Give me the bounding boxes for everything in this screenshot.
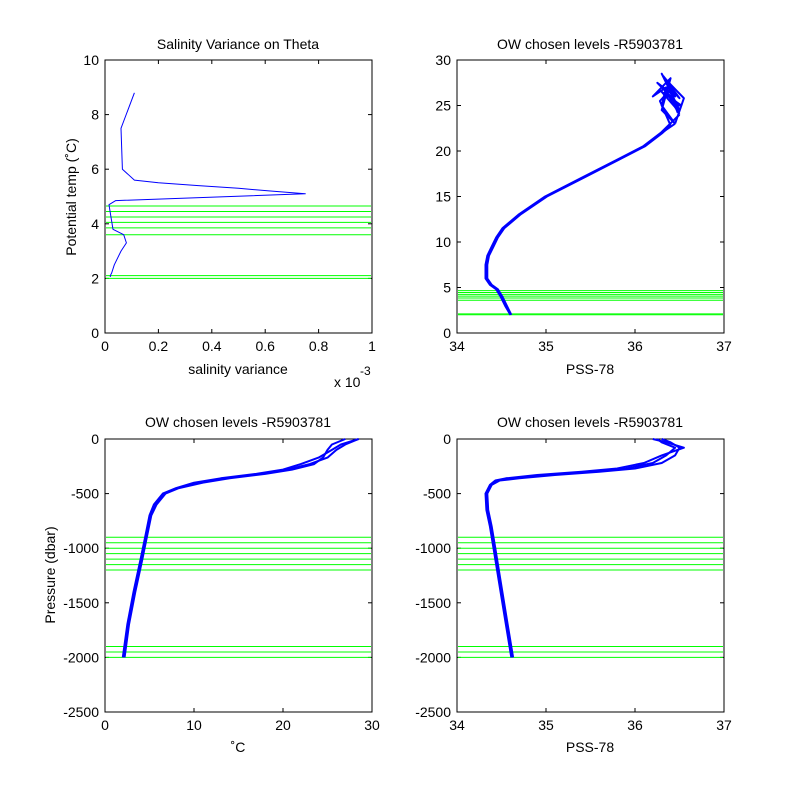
- p_s-x-tick-label: 36: [627, 717, 643, 733]
- panel-salinity-variance: Salinity Variance on Theta salinity vari…: [63, 36, 376, 390]
- panel-pressure-temperature-xlabel: ˚C: [231, 739, 246, 755]
- p_t-y-tick-label: -2000: [63, 649, 99, 665]
- theta_s-y-tick-label: 25: [435, 98, 451, 114]
- p_t-x-tick-label: 10: [186, 717, 202, 733]
- theta_s-x-tick-label: 35: [538, 338, 554, 354]
- salvar-x-tick-label: 0.2: [149, 338, 169, 354]
- panel-theta-salinity-xlabel: PSS-78: [566, 361, 614, 377]
- panel-pressure-temperature-title: OW chosen levels -R5903781: [145, 414, 331, 430]
- p_t-y-tick-label: -500: [71, 486, 99, 502]
- p_s-y-tick-label: 0: [443, 431, 451, 447]
- theta_s-y-tick-label: 10: [435, 234, 451, 250]
- salvar-y-tick-label: 4: [91, 216, 99, 232]
- theta_s-profile-line: [656, 72, 681, 116]
- salvar-y-tick-label: 2: [91, 270, 99, 286]
- p_s-x-tick-label: 37: [716, 717, 732, 733]
- p_t-y-tick-label: -2500: [63, 704, 99, 720]
- panel-pressure-salinity-plot: 34 35 36 37 0 -500 -1000 -1500 -2000 -2500: [415, 431, 732, 733]
- salvar-profile-line: [108, 92, 306, 277]
- p_t-x-tick-label: 0: [101, 717, 109, 733]
- theta_s-y-tick-label: 30: [435, 52, 451, 68]
- panel-pressure-salinity-xlabel: PSS-78: [566, 739, 614, 755]
- theta_s-y-tick-label: 20: [435, 143, 451, 159]
- panel-pressure-temperature-plot: 0 10 20 30 0 -500 -1000 -1500 -2000 -2500: [63, 431, 380, 733]
- panel-pressure-temperature-ylabel: Pressure (dbar): [42, 526, 58, 623]
- salvar-y-tick-label: 0: [91, 325, 99, 341]
- panel-theta-salinity: OW chosen levels -R5903781 PSS-78 34 35 36…: [435, 36, 732, 377]
- panel-pressure-salinity-title: OW chosen levels -R5903781: [497, 414, 683, 430]
- p_t-axes-box: [104, 438, 373, 713]
- panel-pressure-temperature: OW chosen levels -R5903781 ˚C Pressure (…: [42, 414, 380, 755]
- theta_s-x-tick-label: 37: [716, 338, 732, 354]
- p_s-y-tick-label: -2000: [415, 649, 451, 665]
- theta_s-y-tick-label: 15: [435, 189, 451, 205]
- p_t-x-tick-label: 30: [364, 717, 380, 733]
- salvar-x-tick-label: 0.8: [309, 338, 329, 354]
- p_s-y-tick-label: -2500: [415, 704, 451, 720]
- salvar-x-tick-label: 0.4: [202, 338, 222, 354]
- salvar-x-tick-label: 0: [101, 338, 109, 354]
- theta_s-profile-line: [486, 124, 672, 316]
- panel-theta-salinity-plot: 34 35 36 37 0 5 10 15 20 25 30: [435, 52, 732, 354]
- p_t-y-tick-label: 0: [91, 431, 99, 447]
- p_t-x-tick-label: 20: [275, 717, 291, 733]
- salvar-x-tick-label: 1: [368, 338, 376, 354]
- p_s-profile-line: [486, 438, 681, 658]
- p_s-axes-box: [456, 438, 725, 713]
- panel-salinity-variance-exponent: -3: [360, 364, 371, 378]
- theta_s-x-tick-label: 34: [449, 338, 465, 354]
- panel-pressure-salinity: OW chosen levels -R5903781 PSS-78 34 35 36…: [415, 414, 732, 755]
- p_s-y-tick-label: -1000: [415, 540, 451, 556]
- theta_s-x-tick-label: 36: [627, 338, 643, 354]
- p_t-y-tick-label: -1500: [63, 595, 99, 611]
- panel-theta-salinity-title: OW chosen levels -R5903781: [497, 36, 683, 52]
- theta_s-y-tick-label: 0: [443, 325, 451, 341]
- theta_s-y-tick-label: 5: [443, 280, 451, 296]
- theta_s-profile-line: [660, 79, 685, 125]
- p_s-y-tick-label: -1500: [415, 595, 451, 611]
- panel-salinity-variance-multiplier: x 10: [334, 374, 361, 390]
- salvar-y-tick-label: 10: [83, 52, 99, 68]
- salvar-x-tick-label: 0.6: [255, 338, 275, 354]
- salvar-y-tick-label: 6: [91, 161, 99, 177]
- p_t-profile-line: [123, 438, 346, 658]
- p_t-y-tick-label: -1000: [63, 540, 99, 556]
- salvar-axes-box: [104, 59, 373, 334]
- salvar-y-tick-label: 8: [91, 107, 99, 123]
- panel-salinity-variance-ylabel: Potential temp (˚C): [63, 138, 79, 255]
- p_s-y-tick-label: -500: [423, 486, 451, 502]
- p_s-x-tick-label: 34: [449, 717, 465, 733]
- panel-salinity-variance-xlabel: salinity variance: [188, 361, 288, 377]
- panel-salinity-variance-title: Salinity Variance on Theta: [157, 36, 319, 52]
- p_s-x-tick-label: 35: [538, 717, 554, 733]
- p_s-profile-line: [484, 438, 685, 658]
